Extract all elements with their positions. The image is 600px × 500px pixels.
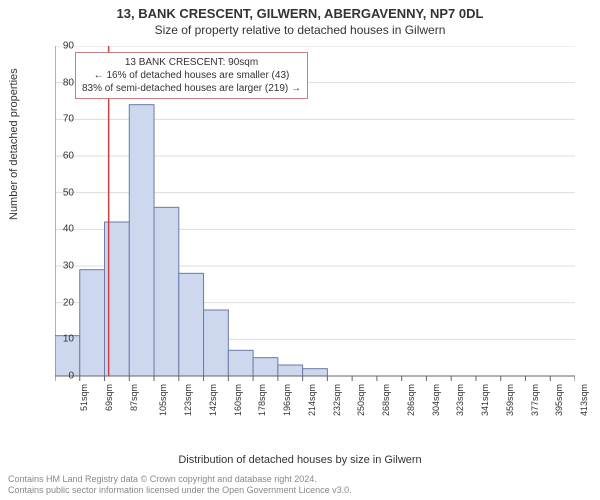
histogram-bar: [129, 105, 154, 376]
histogram-bar: [154, 207, 179, 376]
y-tick-label: 30: [44, 261, 74, 272]
y-tick-label: 20: [44, 297, 74, 308]
annotation-box: 13 BANK CRESCENT: 90sqm ← 16% of detache…: [75, 52, 308, 99]
plot-svg: [55, 46, 575, 406]
x-tick-label: 304sqm: [431, 384, 441, 416]
x-tick-label: 341sqm: [480, 384, 490, 416]
x-tick-label: 196sqm: [282, 384, 292, 416]
x-tick-label: 413sqm: [579, 384, 589, 416]
footer-line2: Contains public sector information licen…: [8, 485, 352, 496]
x-axis-label: Distribution of detached houses by size …: [0, 454, 600, 466]
x-tick-label: 250sqm: [356, 384, 366, 416]
histogram-bar: [278, 365, 303, 376]
x-tick-label: 395sqm: [555, 384, 565, 416]
y-tick-label: 40: [44, 224, 74, 235]
y-tick-label: 70: [44, 114, 74, 125]
y-tick-label: 60: [44, 151, 74, 162]
footer-attribution: Contains HM Land Registry data © Crown c…: [8, 474, 352, 497]
x-tick-label: 178sqm: [257, 384, 267, 416]
y-tick-label: 50: [44, 187, 74, 198]
x-tick-label: 214sqm: [307, 384, 317, 416]
histogram-bar: [204, 310, 229, 376]
annotation-line1: 13 BANK CRESCENT: 90sqm: [82, 56, 301, 69]
x-tick-label: 160sqm: [233, 384, 243, 416]
page-title: 13, BANK CRESCENT, GILWERN, ABERGAVENNY,…: [0, 0, 600, 21]
x-tick-label: 123sqm: [183, 384, 193, 416]
x-tick-label: 377sqm: [530, 384, 540, 416]
histogram-bar: [80, 270, 105, 376]
x-tick-label: 286sqm: [406, 384, 416, 416]
x-tick-label: 323sqm: [455, 384, 465, 416]
footer-line1: Contains HM Land Registry data © Crown c…: [8, 474, 352, 485]
page-subtitle: Size of property relative to detached ho…: [0, 21, 600, 37]
histogram-bar: [253, 358, 278, 376]
histogram-bar: [228, 350, 253, 376]
x-tick-label: 232sqm: [332, 384, 342, 416]
y-axis-label: Number of detached properties: [8, 68, 20, 220]
annotation-line2: ← 16% of detached houses are smaller (43…: [82, 69, 301, 82]
histogram-chart: 13 BANK CRESCENT: 90sqm ← 16% of detache…: [55, 46, 575, 406]
y-tick-label: 10: [44, 334, 74, 345]
y-tick-label: 0: [44, 371, 74, 382]
x-tick-label: 69sqm: [104, 384, 114, 411]
x-tick-label: 268sqm: [381, 384, 391, 416]
x-tick-label: 105sqm: [158, 384, 168, 416]
histogram-bar: [303, 369, 328, 376]
annotation-line3: 83% of semi-detached houses are larger (…: [82, 82, 301, 95]
histogram-bar: [179, 273, 204, 376]
x-tick-label: 51sqm: [79, 384, 89, 411]
y-tick-label: 80: [44, 77, 74, 88]
y-tick-label: 90: [44, 41, 74, 52]
x-tick-label: 87sqm: [129, 384, 139, 411]
x-tick-label: 142sqm: [208, 384, 218, 416]
x-tick-label: 359sqm: [505, 384, 515, 416]
